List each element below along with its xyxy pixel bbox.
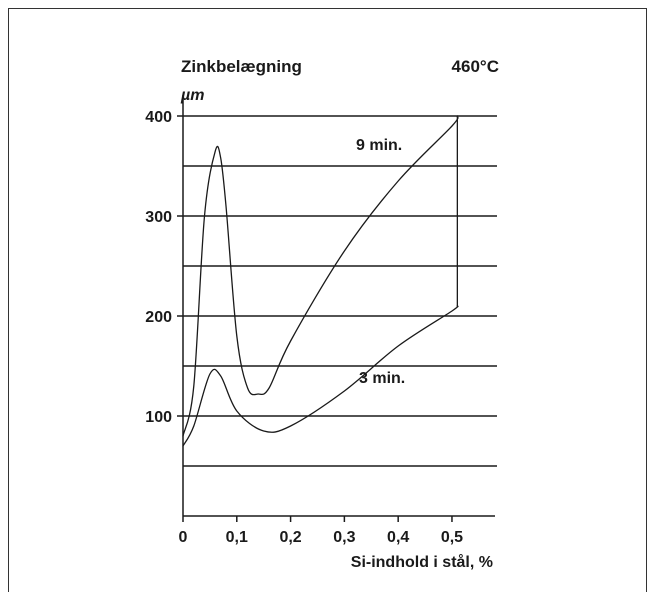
series-line-9-min — [182, 115, 459, 437]
series-group — [182, 115, 459, 447]
x-tick-label-5: 0,5 — [441, 529, 463, 546]
x-tick-label-3: 0,3 — [333, 529, 355, 546]
y-axis-unit: µm — [180, 87, 204, 104]
x-tick-label-0: 0 — [179, 529, 188, 546]
x-tick-label-4: 0,4 — [387, 529, 409, 546]
chart-title: Zinkbelægning — [181, 57, 302, 76]
series-line-3-min — [182, 305, 459, 447]
axes — [182, 95, 495, 517]
x-tick-label-1: 0,1 — [226, 529, 248, 546]
y-tick-label-400: 400 — [145, 109, 172, 126]
y-tick-label-300: 300 — [145, 209, 172, 226]
x-tick-labels: 0 0,1 0,2 0,3 0,4 0,5 — [179, 516, 463, 546]
y-tick-label-200: 200 — [145, 309, 172, 326]
temperature-annotation: 460°C — [452, 57, 499, 76]
x-tick-label-2: 0,2 — [279, 529, 301, 546]
gridlines — [183, 115, 497, 467]
figure-frame — [8, 8, 647, 592]
series-label-9-min: 9 min. — [356, 137, 402, 154]
y-tick-label-100: 100 — [145, 409, 172, 426]
y-tick-labels: 100 200 300 400 — [145, 109, 183, 426]
x-axis-label: Si-indhold i stål, % — [351, 553, 493, 571]
series-label-3-min: 3 min. — [359, 370, 405, 387]
